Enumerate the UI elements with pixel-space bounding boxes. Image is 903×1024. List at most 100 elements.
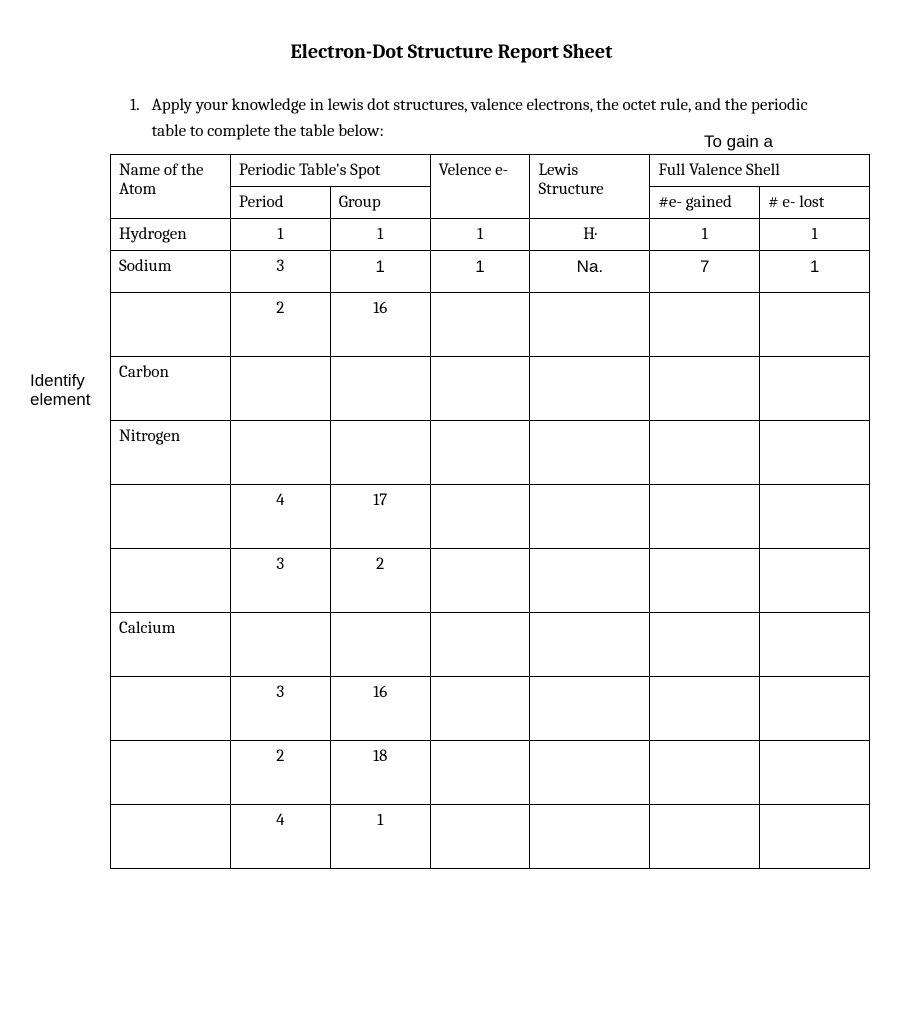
cell-lewis: Na. xyxy=(530,251,650,293)
header-e-lost: # e- lost xyxy=(760,187,870,219)
cell-period xyxy=(230,613,330,677)
table-row: 2 18 xyxy=(111,741,870,805)
header-lewis: Lewis Structure xyxy=(530,155,650,219)
cell-lost xyxy=(760,677,870,741)
cell-lost xyxy=(760,613,870,677)
cell-lewis xyxy=(530,293,650,357)
cell-group xyxy=(330,613,430,677)
cell-period: 4 xyxy=(230,805,330,869)
cell-valence xyxy=(430,485,530,549)
table-row: Calcium xyxy=(111,613,870,677)
cell-name xyxy=(111,549,231,613)
cell-lewis xyxy=(530,741,650,805)
cell-lost xyxy=(760,357,870,421)
cell-gained xyxy=(650,485,760,549)
cell-gained xyxy=(650,613,760,677)
table-row: Sodium 3 1 1 Na. 7 1 xyxy=(111,251,870,293)
cell-valence xyxy=(430,357,530,421)
cell-group: 2 xyxy=(330,549,430,613)
cell-lewis xyxy=(530,421,650,485)
cell-lewis xyxy=(530,357,650,421)
table-row: Nitrogen xyxy=(111,421,870,485)
cell-period: 3 xyxy=(230,549,330,613)
cell-period xyxy=(230,421,330,485)
cell-lewis: H· xyxy=(530,219,650,251)
cell-period: 1 xyxy=(230,219,330,251)
cell-lost xyxy=(760,293,870,357)
table-row: Carbon xyxy=(111,357,870,421)
header-period: Period xyxy=(230,187,330,219)
cell-lost xyxy=(760,421,870,485)
cell-gained xyxy=(650,549,760,613)
cell-name xyxy=(111,741,231,805)
cell-lost: 1 xyxy=(760,251,870,293)
cell-name xyxy=(111,805,231,869)
header-group: Group xyxy=(330,187,430,219)
cell-gained xyxy=(650,741,760,805)
cell-valence: 1 xyxy=(430,219,530,251)
cell-period: 2 xyxy=(230,293,330,357)
cell-group: 16 xyxy=(330,677,430,741)
cell-name: Calcium xyxy=(111,613,231,677)
cell-gained: 7 xyxy=(650,251,760,293)
table-row: 2 16 xyxy=(111,293,870,357)
cell-group xyxy=(330,421,430,485)
cell-valence xyxy=(430,741,530,805)
page-title: Electron-Dot Structure Report Sheet xyxy=(30,40,873,63)
cell-period: 4 xyxy=(230,485,330,549)
table-row: 4 17 xyxy=(111,485,870,549)
table-row: 3 16 xyxy=(111,677,870,741)
cell-valence xyxy=(430,805,530,869)
cell-gained xyxy=(650,293,760,357)
cell-group xyxy=(330,357,430,421)
header-full-valence: Full Valence Shell xyxy=(650,155,870,187)
gain-label: To gain a xyxy=(704,132,773,152)
cell-name xyxy=(111,293,231,357)
cell-group: 1 xyxy=(330,805,430,869)
cell-name: Carbon xyxy=(111,357,231,421)
header-periodic-spot: Periodic Table's Spot xyxy=(230,155,430,187)
cell-lost: 1 xyxy=(760,219,870,251)
cell-valence: 1 xyxy=(430,251,530,293)
cell-period: 3 xyxy=(230,677,330,741)
cell-valence xyxy=(430,293,530,357)
cell-name xyxy=(111,677,231,741)
cell-lost xyxy=(760,741,870,805)
header-valence: Velence e- xyxy=(430,155,530,219)
cell-lewis xyxy=(530,805,650,869)
cell-valence xyxy=(430,677,530,741)
table-row: Hydrogen 1 1 1 H· 1 1 xyxy=(111,219,870,251)
cell-name xyxy=(111,485,231,549)
cell-period: 3 xyxy=(230,251,330,293)
header-name: Name of the Atom xyxy=(111,155,231,219)
cell-lost xyxy=(760,485,870,549)
cell-gained: 1 xyxy=(650,219,760,251)
table-row: 3 2 xyxy=(111,549,870,613)
table-wrapper: To gain a Identify element Name of the A… xyxy=(110,154,873,869)
header-row-1: Name of the Atom Periodic Table's Spot V… xyxy=(111,155,870,187)
cell-period: 2 xyxy=(230,741,330,805)
cell-lost xyxy=(760,549,870,613)
cell-valence xyxy=(430,549,530,613)
cell-valence xyxy=(430,613,530,677)
cell-name: Sodium xyxy=(111,251,231,293)
cell-lewis xyxy=(530,677,650,741)
cell-group: 1 xyxy=(330,251,430,293)
cell-group: 18 xyxy=(330,741,430,805)
cell-lewis xyxy=(530,613,650,677)
cell-name: Hydrogen xyxy=(111,219,231,251)
cell-gained xyxy=(650,357,760,421)
cell-lewis xyxy=(530,485,650,549)
table-row: 4 1 xyxy=(111,805,870,869)
cell-group: 16 xyxy=(330,293,430,357)
cell-group: 1 xyxy=(330,219,430,251)
cell-gained xyxy=(650,677,760,741)
cell-period xyxy=(230,357,330,421)
cell-valence xyxy=(430,421,530,485)
side-label: Identify element xyxy=(30,372,100,409)
cell-gained xyxy=(650,805,760,869)
cell-lost xyxy=(760,805,870,869)
worksheet-table: Name of the Atom Periodic Table's Spot V… xyxy=(110,154,870,869)
cell-lewis xyxy=(530,549,650,613)
instruction-number: 1. xyxy=(130,93,140,144)
